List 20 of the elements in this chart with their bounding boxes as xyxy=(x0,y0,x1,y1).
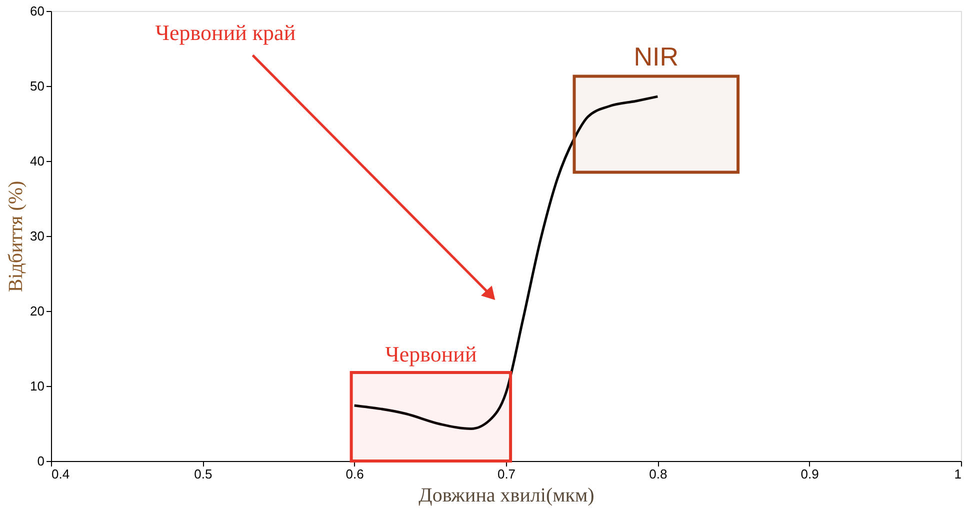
y-tick-label: 10 xyxy=(30,378,44,394)
x-tick-label: 1 xyxy=(954,466,962,482)
annotation: Червоний край xyxy=(155,20,296,45)
x-tick-label: 0.8 xyxy=(649,466,668,482)
y-tick-label: 30 xyxy=(30,228,44,244)
x-tick-label: 0.9 xyxy=(800,466,819,482)
x-axis-title: Довжина хвилі(мкм) xyxy=(418,484,594,506)
y-tick-label: 40 xyxy=(30,154,44,168)
x-tick-label: 0.5 xyxy=(194,466,212,482)
x-tick-label: 0.6 xyxy=(346,466,364,482)
y-tick-label: 20 xyxy=(30,304,44,318)
band-label: NIR xyxy=(634,41,679,72)
y-axis-title: Відбиття (%) xyxy=(5,180,28,292)
y-tick-label: 50 xyxy=(30,78,44,94)
x-tick-label: 0.7 xyxy=(497,466,516,482)
y-tick-label: 60 xyxy=(30,4,44,18)
band-label: Червоний xyxy=(385,342,477,366)
y-tick-label: 0 xyxy=(37,454,44,468)
line-series xyxy=(353,95,659,430)
x-tick-label: 0.4 xyxy=(52,466,70,482)
